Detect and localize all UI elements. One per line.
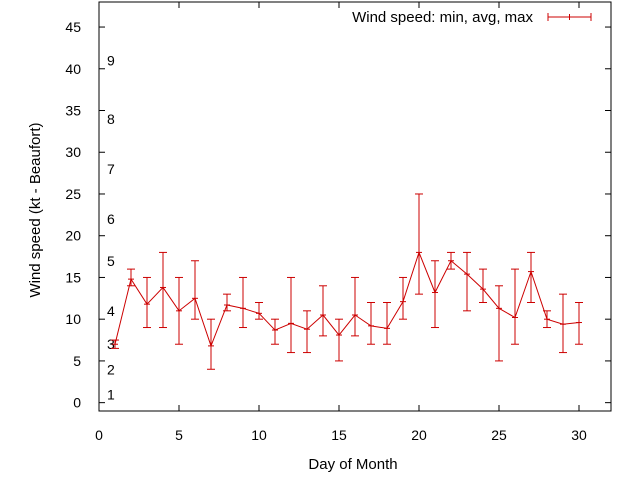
y-tick-label: 10 (65, 311, 81, 327)
y-tick-label: 5 (73, 353, 81, 369)
legend: Wind speed: min, avg, max (352, 9, 592, 26)
y-axis-title: Wind speed (kt - Beaufort) (27, 122, 44, 297)
avg-line (114, 250, 580, 348)
x-tick-label: 5 (175, 427, 183, 443)
plot-border (98, 1, 612, 412)
beaufort-label: 4 (107, 303, 115, 319)
legend-label: Wind speed: min, avg, max (352, 9, 533, 26)
plot-frame (98, 1, 612, 412)
beaufort-label: 5 (107, 253, 115, 269)
beaufort-label: 6 (107, 211, 115, 227)
y-tick-label: 25 (65, 186, 81, 202)
x-axis-ticks: 0 5 10 15 20 25 30 (95, 2, 587, 443)
beaufort-label: 2 (107, 361, 115, 377)
series-layer (111, 193, 583, 370)
x-tick-label: 30 (571, 427, 587, 443)
beaufort-label: 9 (107, 52, 115, 68)
y-tick-label: 20 (65, 228, 81, 244)
beaufort-label: 3 (107, 336, 115, 352)
x-tick-label: 20 (411, 427, 427, 443)
y-tick-label: 45 (65, 19, 81, 35)
beaufort-label: 7 (107, 161, 115, 177)
beaufort-label: 8 (107, 111, 115, 127)
x-tick-label: 10 (251, 427, 267, 443)
x-tick-label: 25 (491, 427, 507, 443)
y-tick-label: 0 (73, 395, 81, 411)
y-tick-label: 30 (65, 144, 81, 160)
x-axis-title: Day of Month (308, 456, 397, 473)
beaufort-label: 1 (107, 386, 115, 402)
x-tick-label: 0 (95, 427, 103, 443)
y-tick-label: 15 (65, 269, 81, 285)
x-tick-label: 15 (331, 427, 347, 443)
y-tick-label: 40 (65, 61, 81, 77)
y-tick-label: 35 (65, 103, 81, 119)
beaufort-scale-labels: 1 2 3 4 5 6 7 8 9 (107, 52, 115, 402)
